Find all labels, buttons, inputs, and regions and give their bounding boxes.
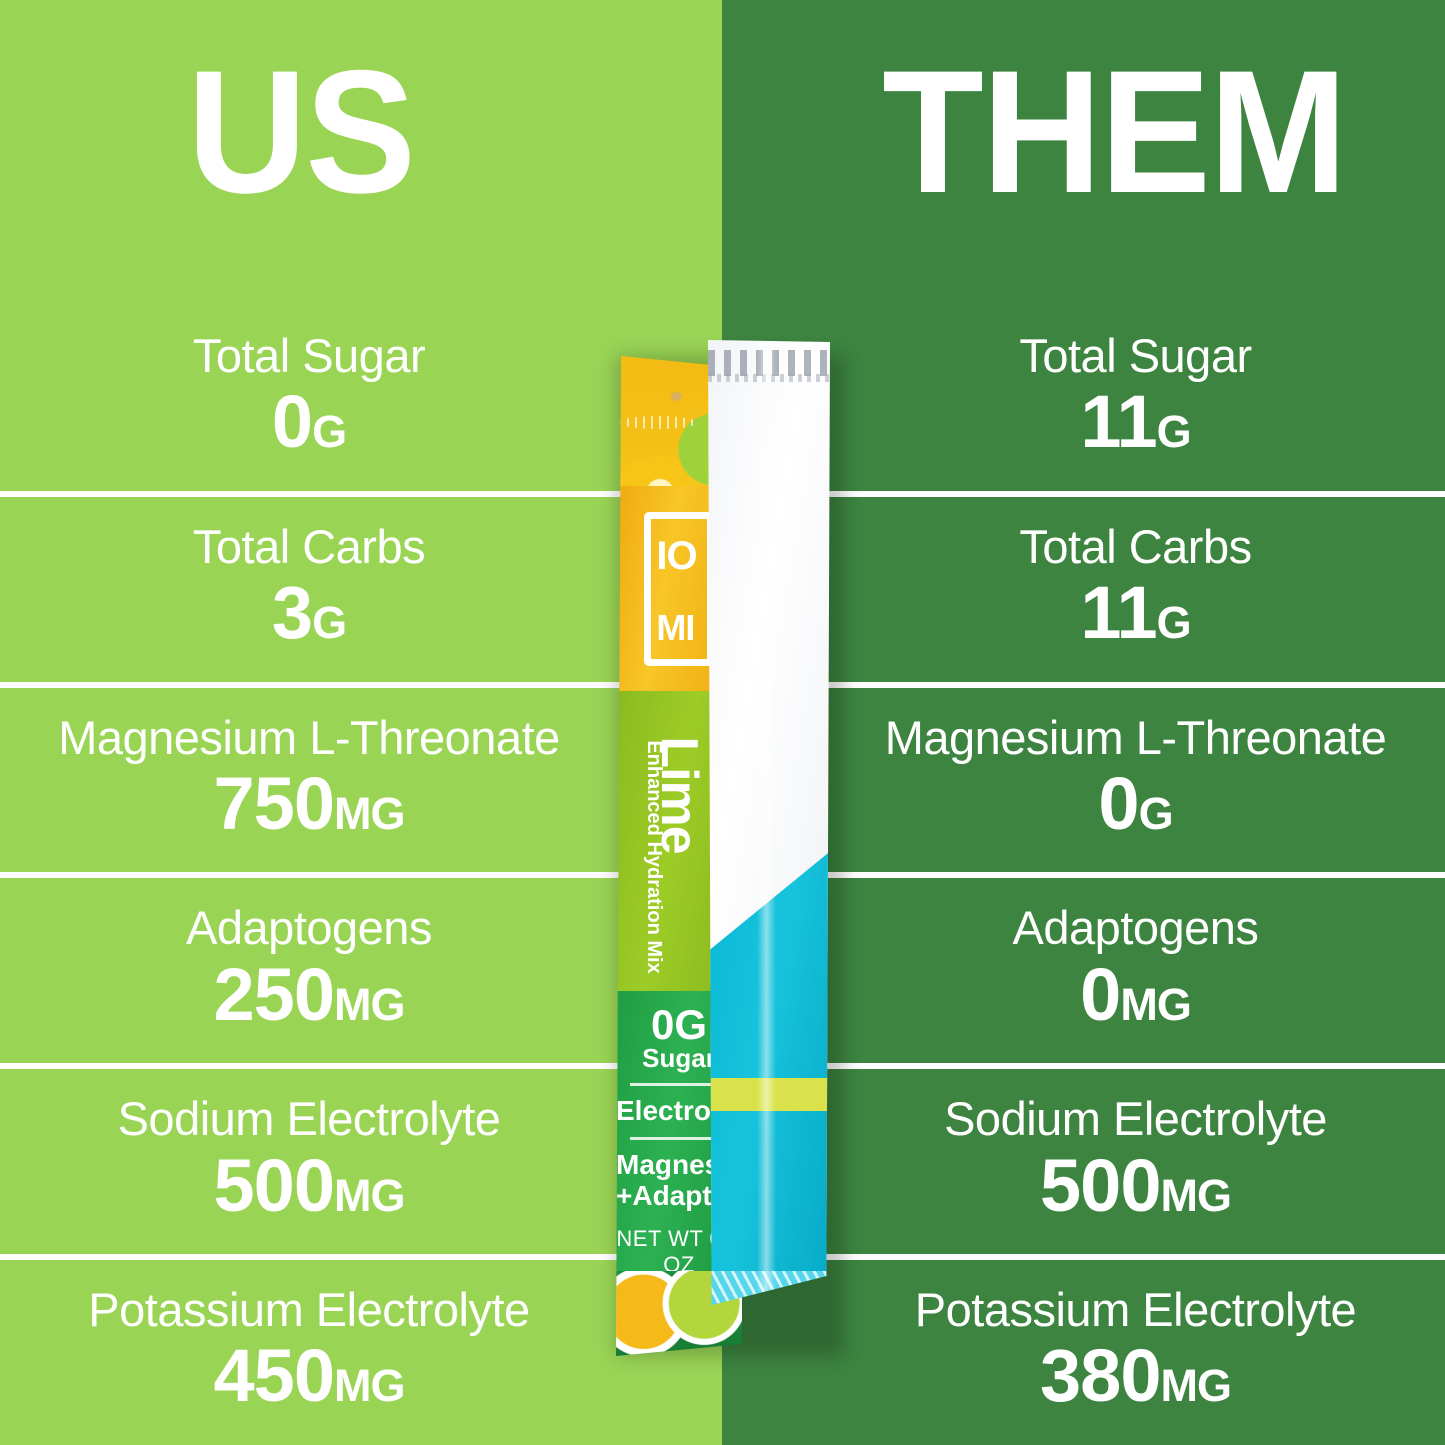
- row-value-unit: G: [1138, 788, 1174, 839]
- row-value-unit: G: [1156, 597, 1192, 649]
- us-column: US Total Sugar 0G Total Carbs 3G Magnesi…: [0, 0, 722, 1445]
- row-value: 250MG: [214, 957, 406, 1032]
- table-row: Adaptogens 250MG: [0, 872, 722, 1063]
- row-value-number: 0: [271, 380, 313, 464]
- row-value: 750MG: [214, 766, 406, 841]
- row-value-number: 11: [1080, 571, 1157, 655]
- row-label: Adaptogens: [186, 901, 432, 955]
- row-label: Total Carbs: [192, 519, 426, 573]
- row-value-unit: MG: [1120, 978, 1191, 1030]
- row-value: 500MG: [214, 1147, 406, 1223]
- table-row: Adaptogens 0MG: [722, 872, 1445, 1063]
- row-label: Total Sugar: [1019, 329, 1252, 382]
- citrus-rind-detail: [618, 415, 697, 429]
- right-panel-background: [722, 0, 1445, 1445]
- us-page-title: US: [187, 35, 416, 231]
- row-value-number: 450: [213, 1334, 335, 1418]
- row-label: Total Carbs: [1019, 519, 1252, 573]
- row-value-unit: MG: [333, 978, 405, 1030]
- row-value: 500MG: [1040, 1147, 1232, 1223]
- row-value: 0G: [272, 384, 347, 459]
- table-row: Magnesium L-Threonate 750MG: [0, 681, 722, 873]
- row-label: Potassium Electrolyte: [88, 1283, 530, 1337]
- row-value-unit: MG: [333, 1360, 405, 1412]
- row-label: Total Sugar: [192, 329, 426, 382]
- row-value-number: 0: [1080, 952, 1121, 1036]
- row-value-unit: MG: [1160, 1360, 1231, 1412]
- row-value: 380MG: [1040, 1338, 1232, 1413]
- row-value: 11G: [1080, 384, 1192, 459]
- row-value: 11G: [1080, 575, 1192, 650]
- table-row: Sodium Electrolyte 500MG: [722, 1063, 1445, 1254]
- row-value-unit: G: [312, 406, 347, 458]
- table-row: Magnesium L-Threonate 0G: [722, 681, 1445, 873]
- row-label: Sodium Electrolyte: [944, 1092, 1327, 1146]
- table-row: Total Sugar 11G: [722, 300, 1445, 491]
- table-row: Sodium Electrolyte 500MG: [0, 1063, 722, 1254]
- row-value-number: 750: [213, 762, 335, 845]
- competitor-stick-pack: [708, 340, 830, 1305]
- us-rows: Total Sugar 0G Total Carbs 3G Magnesium …: [0, 300, 722, 1445]
- row-label: Magnesium L-Threonate: [58, 710, 560, 764]
- row-label: Potassium Electrolyte: [914, 1283, 1357, 1337]
- table-row: Total Carbs 3G: [0, 490, 722, 682]
- packet-sugar-amount: 0G: [650, 1001, 708, 1048]
- row-value: 0G: [1098, 766, 1174, 841]
- row-value: 450MG: [214, 1338, 406, 1413]
- row-value-number: 0: [1098, 762, 1139, 845]
- packet-sugar-label: Sugar: [642, 1042, 716, 1073]
- row-label: Magnesium L-Threonate: [884, 710, 1387, 764]
- product-packet-group: IO MI Lime Enhanced Hydration Mix 0G Sug…: [590, 340, 860, 1360]
- them-page-title: THEM: [881, 35, 1347, 231]
- row-value-unit: G: [1156, 406, 1192, 458]
- row-value: 0MG: [1080, 957, 1192, 1032]
- row-value-number: 11: [1080, 380, 1157, 464]
- row-value-number: 3: [271, 571, 313, 655]
- row-value-number: 500: [213, 1143, 335, 1227]
- row-value-unit: MG: [333, 788, 405, 839]
- row-value-unit: G: [312, 597, 347, 649]
- us-title-cell: US: [0, 0, 722, 300]
- brand-logo-line2: MI: [656, 607, 695, 649]
- seed-detail: [671, 392, 683, 402]
- table-row: Total Carbs 11G: [722, 490, 1445, 682]
- row-value-number: 380: [1040, 1334, 1161, 1418]
- row-value-number: 250: [213, 952, 335, 1036]
- divider: [630, 1137, 728, 1141]
- packet-highlight-sheen: [756, 340, 777, 1305]
- them-column: THEM Total Sugar 11G Total Carbs 11G Mag…: [722, 0, 1445, 1445]
- row-label: Sodium Electrolyte: [117, 1092, 501, 1146]
- brand-logo-mark: IO MI: [643, 512, 715, 666]
- packet-subtitle: Enhanced Hydration Mix: [642, 740, 665, 974]
- row-value-unit: MG: [1160, 1169, 1231, 1221]
- table-row: Potassium Electrolyte 380MG: [722, 1254, 1445, 1445]
- brand-logo-line1: IO: [656, 533, 697, 578]
- row-label: Adaptogens: [1012, 901, 1259, 955]
- row-value-unit: MG: [333, 1169, 405, 1221]
- table-row: Total Sugar 0G: [0, 300, 722, 491]
- left-panel-background: [0, 0, 722, 1445]
- them-rows: Total Sugar 11G Total Carbs 11G Magnesiu…: [722, 300, 1445, 1445]
- row-value-number: 500: [1040, 1143, 1161, 1227]
- table-row: Potassium Electrolyte 450MG: [0, 1254, 722, 1445]
- them-title-cell: THEM: [722, 0, 1445, 300]
- divider: [630, 1082, 728, 1086]
- row-value: 3G: [272, 575, 347, 650]
